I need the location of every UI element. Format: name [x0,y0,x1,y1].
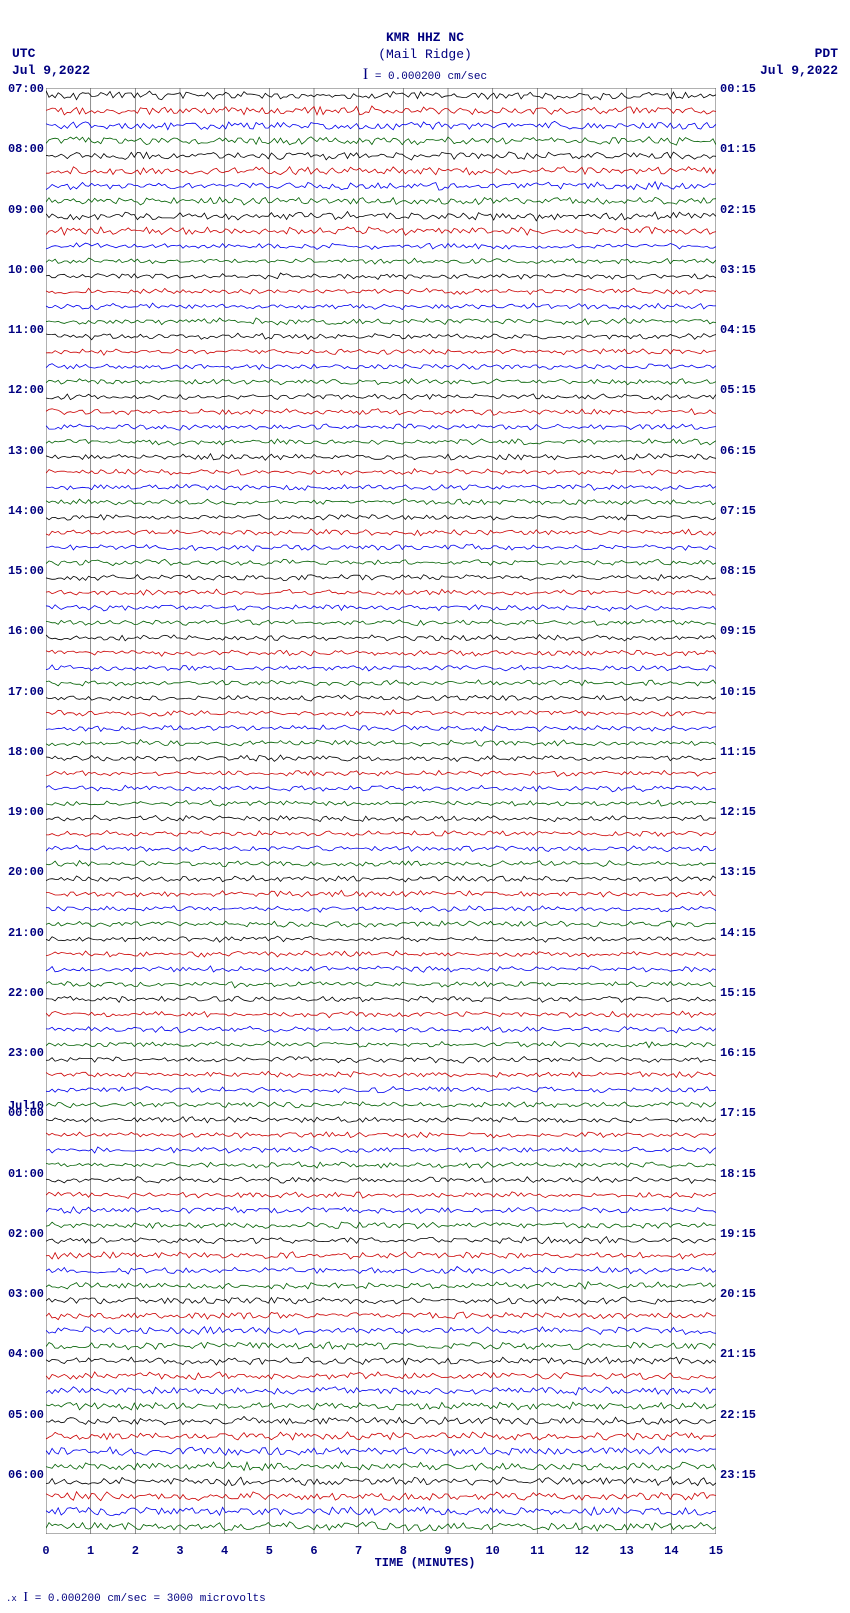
right-time-label: 04:15 [720,323,756,337]
scale-bar-icon: I [363,66,368,83]
right-time-label: 02:15 [720,203,756,217]
right-time-label: 11:15 [720,745,756,759]
left-time-label: 02:00 [8,1227,44,1241]
left-time-label: 03:00 [8,1287,44,1301]
chart-title: KMR HHZ NC (Mail Ridge) [0,30,850,64]
left-time-label: 05:00 [8,1408,44,1422]
right-time-label: 03:15 [720,263,756,277]
scale-text: = 0.000200 cm/sec [375,71,487,83]
left-time-label: 12:00 [8,383,44,397]
right-time-label: 21:15 [720,1347,756,1361]
left-time-label: 18:00 [8,745,44,759]
footer-text: = 0.000200 cm/sec = 3000 microvolts [35,1593,266,1605]
right-time-label: 01:15 [720,142,756,156]
right-time-label: 16:15 [720,1046,756,1060]
right-time-label: 09:15 [720,624,756,638]
left-time-label: 04:00 [8,1347,44,1361]
right-time-label: 19:15 [720,1227,756,1241]
right-time-label: 23:15 [720,1468,756,1482]
tz-right-label: PDT [815,46,838,61]
footer-sub: .x [6,1594,17,1604]
left-time-label: 21:00 [8,926,44,940]
seismogram-container: KMR HHZ NC (Mail Ridge) UTC Jul 9,2022 P… [0,0,850,1613]
right-time-label: 14:15 [720,926,756,940]
seismogram-plot [46,88,716,1534]
left-time-label: 13:00 [8,444,44,458]
left-time-label: 10:00 [8,263,44,277]
right-time-label: 18:15 [720,1167,756,1181]
right-time-label: 00:15 [720,82,756,96]
footer-scale: .x I = 0.000200 cm/sec = 3000 microvolts [6,1590,266,1606]
left-time-label: 00:00 [8,1106,44,1120]
right-time-label: 10:15 [720,685,756,699]
footer-bar-icon: I [23,1590,28,1605]
left-time-label: 09:00 [8,203,44,217]
x-axis-label: TIME (MINUTES) [0,1556,850,1570]
right-time-label: 15:15 [720,986,756,1000]
left-time-label: 11:00 [8,323,44,337]
left-time-label: 06:00 [8,1468,44,1482]
right-time-label: 08:15 [720,564,756,578]
right-time-label: 20:15 [720,1287,756,1301]
title-line1: KMR HHZ NC [386,30,464,45]
left-time-label: 16:00 [8,624,44,638]
right-time-label: 13:15 [720,865,756,879]
right-time-label: 06:15 [720,444,756,458]
right-time-label: 17:15 [720,1106,756,1120]
left-time-label: 14:00 [8,504,44,518]
left-time-label: 08:00 [8,142,44,156]
right-time-label: 12:15 [720,805,756,819]
left-time-label: 01:00 [8,1167,44,1181]
left-time-label: 17:00 [8,685,44,699]
left-time-label: 22:00 [8,986,44,1000]
right-time-label: 22:15 [720,1408,756,1422]
left-time-label: 19:00 [8,805,44,819]
right-time-label: 05:15 [720,383,756,397]
left-time-label: 07:00 [8,82,44,96]
left-time-label: 20:00 [8,865,44,879]
right-time-label: 07:15 [720,504,756,518]
left-time-label: 23:00 [8,1046,44,1060]
title-line2: (Mail Ridge) [378,47,472,62]
tz-left-label: UTC [12,46,35,61]
left-time-label: 15:00 [8,564,44,578]
